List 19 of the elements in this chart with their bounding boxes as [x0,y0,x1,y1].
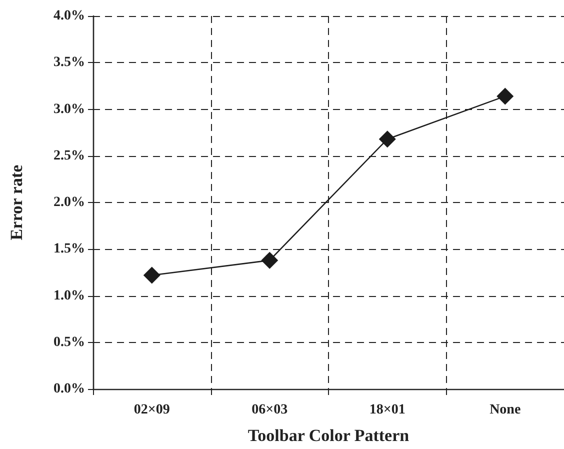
y-tick-label: 4.0% [54,8,85,24]
point [496,88,514,105]
x-tick-label: None [490,402,521,418]
point [378,130,396,148]
y-tick-label: 2.0% [54,195,85,210]
x-axis-title: Toolbar Color Pattern [248,426,410,445]
y-axis-title: Error rate [7,164,26,240]
y-tick-label: 0.5% [54,334,85,350]
x-tick-label: 18×01 [369,402,406,418]
point [143,266,160,284]
x-tick-label: 06×03 [252,402,288,418]
x-tick-label: 02×09 [134,402,170,418]
point [261,252,278,269]
y-tick-label: 1.0% [54,288,85,304]
y-tick-label: 1.5% [54,242,85,257]
y-tick-label: 2.5% [54,148,85,164]
y-tick-label: 3.5% [54,55,85,70]
y-tick-label: 0.0% [54,382,85,396]
y-tick-label: 3.0% [54,102,85,117]
